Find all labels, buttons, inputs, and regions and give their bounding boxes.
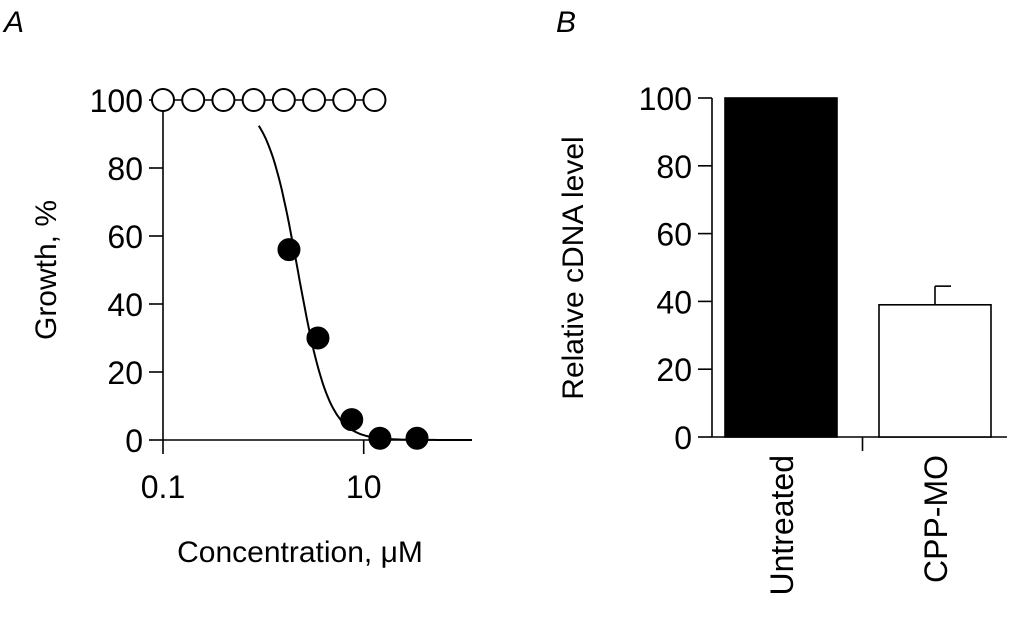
growth-chart-filled-point (277, 238, 301, 262)
growth-chart-filled-point (340, 408, 364, 432)
growth-chart-x-axis-label: Concentration, μM (177, 536, 423, 569)
growth-chart-y-tick-label: 0 (125, 423, 143, 459)
growth-chart-open-point (241, 88, 266, 112)
growth-chart-y-tick-label: 20 (107, 355, 143, 391)
growth-chart-x-tick-label: 10 (346, 469, 382, 505)
growth-chart-filled-point (405, 426, 429, 450)
cdna-chart-y-tick-label: 40 (656, 284, 692, 320)
growth-chart-data (151, 88, 472, 450)
cdna-chart-y-tick-label: 60 (656, 217, 692, 253)
cdna-chart-y-tick-label: 20 (656, 352, 692, 388)
growth-chart-open-point (151, 88, 175, 112)
growth-chart-open-point (332, 88, 357, 112)
growth-chart: 0 20 40 60 80 100 0.1 10 Concentration, μM Grow… (30, 83, 472, 569)
cdna-chart: 0 20 40 60 80 100 Untreated CPP-MO Relative cDN… (557, 81, 1007, 596)
growth-chart-y-axis-label: Growth, % (30, 200, 63, 340)
growth-chart-fit-curve (257, 125, 472, 441)
growth-chart-open-point (302, 88, 327, 112)
cdna-chart-category-label: CPP-MO (918, 455, 954, 583)
cdna-chart-bar (878, 303, 992, 438)
panel-a-letter: A (4, 6, 25, 39)
growth-chart-open-point (181, 88, 206, 112)
growth-chart-open-point (271, 88, 296, 112)
growth-chart-filled-point (368, 426, 392, 450)
growth-chart-y-tick-label: 40 (107, 287, 143, 323)
growth-chart-filled-point (306, 326, 330, 350)
cdna-chart-category-label: Untreated (764, 455, 800, 596)
growth-chart-axes: 0 20 40 60 80 100 0.1 10 (90, 83, 472, 505)
growth-chart-y-tick-label: 60 (107, 219, 143, 255)
cdna-chart-y-axis-label: Relative cDNA level (557, 136, 590, 399)
growth-chart-open-point (362, 88, 387, 112)
growth-chart-open-point (211, 88, 236, 112)
panel-b-letter: B (556, 6, 577, 39)
growth-chart-x-tick-label: 0.1 (141, 469, 185, 505)
growth-chart-y-tick-label: 80 (107, 151, 143, 187)
cdna-chart-data (724, 97, 992, 438)
cdna-chart-bar (724, 97, 838, 438)
cdna-chart-y-tick-label: 80 (656, 149, 692, 185)
cdna-chart-y-tick-label: 0 (674, 420, 692, 456)
growth-chart-y-tick-label: 100 (90, 83, 143, 119)
cdna-chart-y-tick-label: 100 (639, 81, 692, 117)
